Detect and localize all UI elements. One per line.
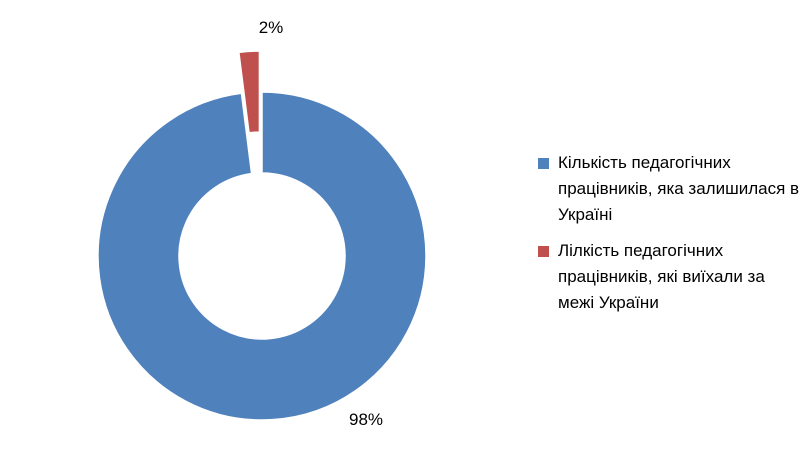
legend-item-remained: Кількість педагогічних працівників, яка … [538, 150, 800, 228]
data-label-left: 2% [259, 18, 284, 37]
legend-item-left: Лілкість педагогічних працівників, які в… [538, 238, 800, 316]
legend: Кількість педагогічних працівників, яка … [538, 150, 800, 326]
slice-left [238, 50, 261, 134]
data-label-remained: 98% [349, 410, 383, 429]
legend-label-remained: Кількість педагогічних працівників, яка … [558, 153, 800, 224]
chart-slices [97, 50, 427, 421]
legend-label-left: Лілкість педагогічних працівників, які в… [558, 241, 765, 312]
legend-swatch-remained [538, 158, 549, 169]
slice-remained [97, 91, 427, 421]
legend-swatch-left [538, 246, 549, 257]
